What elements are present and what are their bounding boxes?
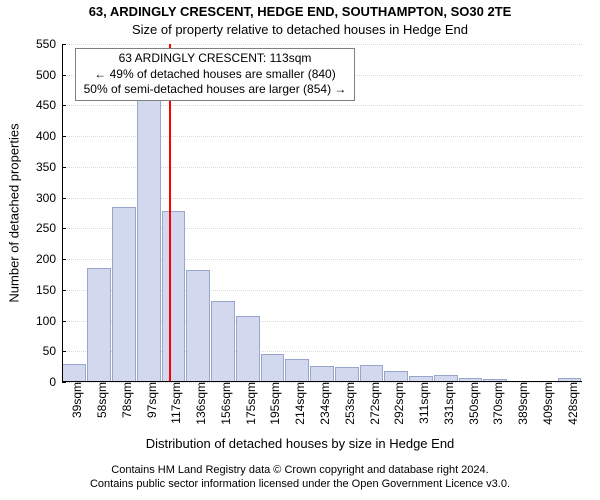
x-tick-label: 272sqm [362,382,382,425]
x-tick-label: 409sqm [535,382,555,425]
y-tick-label: 150 [36,283,62,297]
histogram-bar [360,365,384,382]
info-line-larger: 50% of semi-detached houses are larger (… [82,82,348,98]
y-tick-label: 0 [49,375,62,389]
x-axis-label: Distribution of detached houses by size … [0,436,600,451]
y-tick-label: 550 [36,37,62,51]
histogram-bar [186,270,210,382]
histogram-bar [261,354,285,382]
x-tick-label: 370sqm [485,382,505,425]
x-tick-label: 97sqm [139,382,159,418]
info-line-smaller: ← 49% of detached houses are smaller (84… [82,67,348,83]
x-tick-label: 78sqm [114,382,134,418]
histogram-bar [211,301,235,382]
x-tick-label: 175sqm [238,382,258,425]
chart-subtitle: Size of property relative to detached ho… [0,22,600,37]
x-tick-label: 311sqm [411,382,431,424]
histogram-bar [285,359,309,382]
footer-line2: Contains public sector information licen… [0,478,600,492]
footer-line1: Contains HM Land Registry data © Crown c… [0,464,600,478]
y-tick-label: 450 [36,98,62,112]
x-tick-label: 292sqm [386,382,406,425]
y-tick-label: 400 [36,129,62,143]
info-line-property: 63 ARDINGLY CRESCENT: 113sqm [82,51,348,67]
grid-line [62,44,582,45]
x-tick-label: 156sqm [213,382,233,425]
x-tick-label: 234sqm [312,382,332,425]
x-tick-label: 136sqm [188,382,208,425]
x-tick-label: 428sqm [560,382,580,425]
histogram-bar [62,364,86,382]
histogram-bar [310,366,334,382]
x-tick-label: 195sqm [262,382,282,425]
y-tick-label: 350 [36,160,62,174]
footer-attribution: Contains HM Land Registry data © Crown c… [0,464,600,492]
x-tick-label: 331sqm [436,382,456,425]
y-tick-label: 50 [43,344,62,358]
x-tick-label: 350sqm [461,382,481,425]
x-tick-label: 214sqm [287,382,307,425]
histogram-chart: 63, ARDINGLY CRESCENT, HEDGE END, SOUTHA… [0,0,600,500]
x-tick-label: 58sqm [89,382,109,418]
y-tick-label: 300 [36,191,62,205]
histogram-bar [137,74,161,383]
y-tick-label: 250 [36,221,62,235]
y-tick-label: 500 [36,68,62,82]
x-tick-label: 39sqm [64,382,84,418]
x-tick-label: 117sqm [163,382,183,424]
histogram-bar [236,316,260,382]
histogram-bar [112,207,136,382]
histogram-bar [162,211,186,382]
histogram-bar [335,367,359,382]
x-tick-label: 389sqm [510,382,530,425]
histogram-bar [87,268,111,382]
y-axis-line [62,44,63,382]
info-annotation-box: 63 ARDINGLY CRESCENT: 113sqm ← 49% of de… [75,48,355,101]
y-axis-label: Number of detached properties [7,123,22,302]
x-tick-label: 253sqm [337,382,357,425]
y-tick-label: 100 [36,314,62,328]
x-axis-line [62,381,582,382]
y-tick-label: 200 [36,252,62,266]
chart-title: 63, ARDINGLY CRESCENT, HEDGE END, SOUTHA… [0,4,600,19]
